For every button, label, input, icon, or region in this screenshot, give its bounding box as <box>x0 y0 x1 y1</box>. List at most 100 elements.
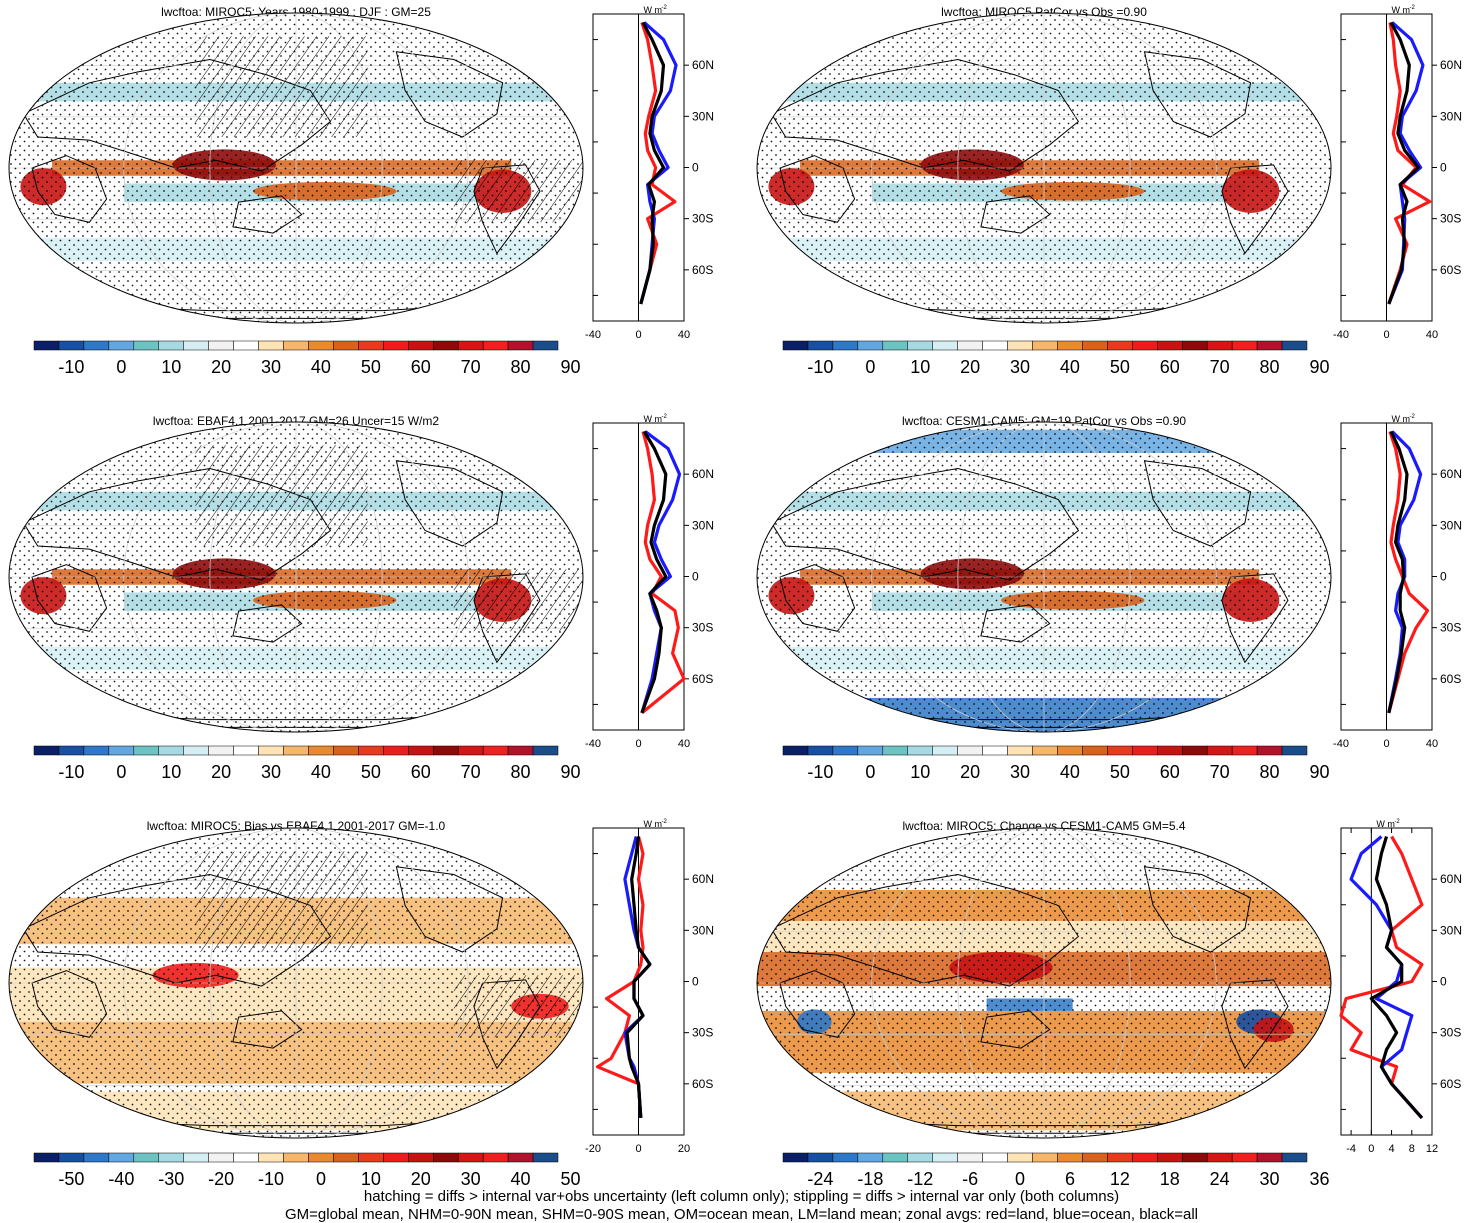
colorbar-box <box>1157 746 1182 755</box>
colorbar-tick-label: 12 <box>1110 1169 1130 1189</box>
colorbar-box <box>1232 341 1257 350</box>
hatching <box>196 851 368 952</box>
profile-line-ocean <box>1389 23 1423 304</box>
colorbar-box <box>109 1153 134 1162</box>
colorbar-box <box>284 341 309 350</box>
colorbar-box <box>833 1153 858 1162</box>
hatching <box>454 160 583 222</box>
profile-x-label: 40 <box>678 738 690 750</box>
profile-x-label: 40 <box>678 329 690 341</box>
colorbar-box <box>908 1153 933 1162</box>
profile-lat-label: 30S <box>1440 212 1461 226</box>
colorbar-box <box>358 341 383 350</box>
colorbar-tick-label: -10 <box>807 762 833 782</box>
profile-lat-label: 30N <box>1440 109 1462 123</box>
colorbar-tick-label: 10 <box>361 1169 381 1189</box>
colorbar-box <box>1008 341 1033 350</box>
colorbar-box <box>808 341 833 350</box>
colorbar-tick-label: 40 <box>1060 762 1080 782</box>
footer-line-1: hatching = diffs > internal var+obs unce… <box>0 1188 1483 1205</box>
colorbar-box <box>259 1153 284 1162</box>
colorbar-box <box>1057 746 1082 755</box>
colorbar-box <box>34 1153 59 1162</box>
profile-lat-label: 30N <box>692 518 714 532</box>
profile-x-label: 20 <box>678 1143 690 1155</box>
colorbar-tick-label: 20 <box>211 357 231 377</box>
profile-lat-label: 60N <box>692 872 714 886</box>
colorbar-box <box>433 746 458 755</box>
colorbar-tick-label: 20 <box>211 762 231 782</box>
colorbar-tick-label: 60 <box>1160 762 1180 782</box>
colorbar-tick-label: 30 <box>1260 1169 1280 1189</box>
colorbar-tick-label: 40 <box>311 357 331 377</box>
colorbar-tick-label: -24 <box>807 1169 833 1189</box>
colorbar-box <box>983 341 1008 350</box>
profile-lat-label: 60N <box>692 58 714 72</box>
map <box>757 828 1331 1138</box>
colorbar-box <box>883 341 908 350</box>
panel-6: lwcftoa: MIROC5: Change vs CESM1-CAM5 GM… <box>757 819 1462 1189</box>
colorbar-box <box>858 341 883 350</box>
profile-lat-label: 0 <box>692 570 699 584</box>
colorbar-box <box>308 746 333 755</box>
colorbar-box <box>259 341 284 350</box>
profile-x-label: 40 <box>1426 738 1438 750</box>
colorbar-box <box>933 1153 958 1162</box>
profile-line-all <box>1389 432 1407 713</box>
profile-x-label: 12 <box>1426 1143 1438 1155</box>
colorbar-box <box>383 746 408 755</box>
colorbar-box <box>883 746 908 755</box>
colorbar-tick-label: -40 <box>108 1169 134 1189</box>
colorbar-box <box>383 341 408 350</box>
colorbar-tick-label: 30 <box>261 762 281 782</box>
colorbar-tick-label: 90 <box>560 357 580 377</box>
colorbar-box <box>34 746 59 755</box>
profile-lat-label: 30N <box>692 109 714 123</box>
colorbar-box <box>533 746 558 755</box>
profile-unit: W m <box>644 819 663 829</box>
colorbar-tick-label: 10 <box>161 762 181 782</box>
colorbar-tick-label: -10 <box>807 357 833 377</box>
colorbar-tick-label: 50 <box>361 357 381 377</box>
profile-x-label: 40 <box>1426 329 1438 341</box>
colorbar-tick-label: 50 <box>1110 762 1130 782</box>
colorbar-box <box>483 746 508 755</box>
stippling <box>757 422 1331 732</box>
colorbar-tick-label: 0 <box>865 762 875 782</box>
panel-1: lwcftoa: MIROC5: Years 1980-1999 : DJF :… <box>9 5 714 377</box>
colorbar-box <box>234 341 259 350</box>
colorbar-box <box>1157 341 1182 350</box>
colorbar-tick-label: 80 <box>511 762 531 782</box>
profile-lat-label: 30N <box>1440 923 1462 937</box>
colorbar-tick-label: 60 <box>411 762 431 782</box>
colorbar-tick-label: 10 <box>910 762 930 782</box>
profile-unit-exponent: -2 <box>1410 5 1416 11</box>
profile-unit: W m <box>1392 414 1411 424</box>
colorbar-box <box>184 746 209 755</box>
profile-lat-label: 0 <box>692 161 699 175</box>
hatching <box>196 36 368 137</box>
colorbar-box <box>59 341 84 350</box>
colorbar-tick-label: 90 <box>1309 357 1329 377</box>
profile-unit: W m <box>1376 819 1395 829</box>
profile-x-label: 0 <box>1383 329 1389 341</box>
colorbar-box <box>1207 1153 1232 1162</box>
profile-lat-label: 30N <box>1440 518 1462 532</box>
colorbar-tick-label: 80 <box>1260 762 1280 782</box>
colorbar-box <box>533 341 558 350</box>
panel-3: lwcftoa: EBAF4.1 2001-2017 GM=26 Uncer=1… <box>9 414 714 782</box>
colorbar-box <box>1132 746 1157 755</box>
colorbar-box <box>1207 746 1232 755</box>
profile-lat-label: 60S <box>1440 1077 1461 1091</box>
colorbar-box <box>1057 341 1082 350</box>
colorbar-tick-label: 6 <box>1065 1169 1075 1189</box>
profile-lat-label: 30S <box>692 1026 713 1040</box>
colorbar-box <box>1132 1153 1157 1162</box>
colorbar-box <box>508 341 533 350</box>
colorbar-box <box>1257 1153 1282 1162</box>
colorbar-box <box>34 341 59 350</box>
colorbar-box <box>234 1153 259 1162</box>
colorbar-tick-label: 30 <box>461 1169 481 1189</box>
hatching <box>196 445 368 546</box>
colorbar-box <box>333 341 358 350</box>
